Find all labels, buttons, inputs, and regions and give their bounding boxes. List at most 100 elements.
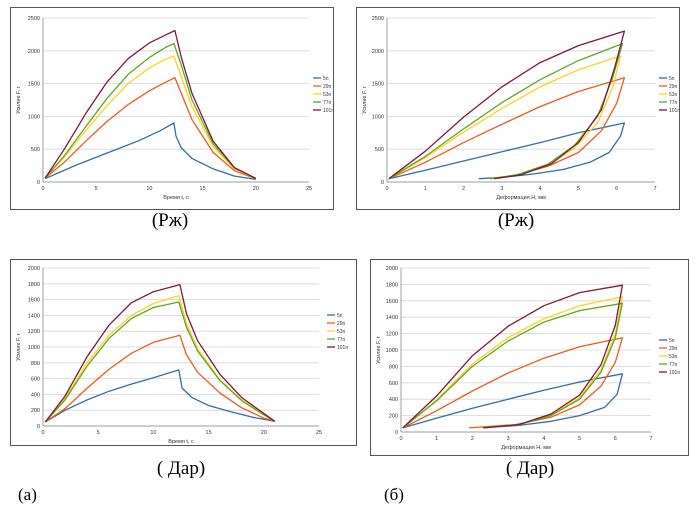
series-line-77n xyxy=(402,302,624,429)
x-tick-label: 20 xyxy=(261,430,267,436)
x-tick-label: 4 xyxy=(539,186,542,192)
y-tick-label: 2000 xyxy=(28,49,40,55)
x-axis-label: Деформация H, мм xyxy=(496,195,546,201)
series-line-53n xyxy=(388,55,622,180)
chart-panel-bottom-right: 0 200 400 600 800 1000 1200 1400 1600 1800 2000 0 1 2… xyxy=(370,259,689,456)
y-tick-label: 1800 xyxy=(386,282,398,288)
x-tick-label: 4 xyxy=(542,436,545,442)
x-tick-label: 7 xyxy=(649,436,652,442)
y-axis-label: Усилие F, г xyxy=(376,336,382,364)
legend-label-101n: 101n xyxy=(669,108,679,114)
y-tick-label: 1500 xyxy=(372,82,384,88)
y-tick-label: 500 xyxy=(375,147,384,153)
series-line-5n xyxy=(44,122,256,181)
y-tick-label: 600 xyxy=(389,381,398,387)
series-line-29n xyxy=(402,337,624,429)
x-tick-label: 5 xyxy=(95,186,98,192)
series-line-53n xyxy=(44,55,257,179)
series-line-5n xyxy=(388,122,626,180)
y-tick-label: 1200 xyxy=(386,332,398,338)
legend-label-5n: 5n xyxy=(669,338,675,344)
x-tick-label: 0 xyxy=(41,186,44,192)
y-tick-label: 0 xyxy=(37,180,40,186)
chart-panel-bottom-left: 0 200 400 600 800 1000 1200 1400 1600 1800 2000 0 5 1… xyxy=(10,259,357,446)
y-tick-label: 1500 xyxy=(28,82,40,88)
x-tick-label: 0 xyxy=(41,430,44,436)
legend-label-53n: 53n xyxy=(669,354,678,360)
y-tick-label: 1000 xyxy=(28,345,40,351)
y-tick-label: 200 xyxy=(31,408,40,414)
series-line-77n xyxy=(44,301,276,423)
y-tick-label: 2000 xyxy=(28,266,40,272)
x-axis-label: Деформация H, мм xyxy=(501,445,551,451)
series-line-29n xyxy=(388,77,626,180)
y-tick-label: 400 xyxy=(31,392,40,398)
chart-svg-top-right: 0 500 1000 1500 2000 2500 0 1 2 3 4 5 6 7 Деформация H… xyxy=(362,16,679,201)
series-line-53n xyxy=(402,296,624,429)
y-tick-label: 2000 xyxy=(372,49,384,55)
x-tick-label: 6 xyxy=(614,436,617,442)
legend-label-77n: 77n xyxy=(669,362,678,368)
series-line-29n xyxy=(44,77,257,180)
x-tick-label: 20 xyxy=(253,186,259,192)
x-tick-label: 25 xyxy=(316,430,322,436)
legend-label-29n: 29n xyxy=(323,84,332,90)
x-tick-label: 5 xyxy=(577,186,580,192)
x-tick-label: 10 xyxy=(150,430,156,436)
x-tick-label: 0 xyxy=(399,436,402,442)
caption-bottom-left: ( Дар) xyxy=(156,458,206,479)
x-tick-label: 3 xyxy=(507,436,510,442)
x-tick-label: 15 xyxy=(206,430,212,436)
y-axis-label: Усилие F, г xyxy=(16,333,22,361)
x-tick-label: 2 xyxy=(471,436,474,442)
y-axis-label: Усилие F, г xyxy=(16,86,22,114)
panel-label-a: (а) xyxy=(18,485,37,504)
y-tick-label: 600 xyxy=(31,377,40,383)
legend-label-77n: 77n xyxy=(337,337,346,343)
y-tick-label: 200 xyxy=(389,414,398,420)
caption-bottom-right: ( Дар) xyxy=(505,458,555,479)
x-tick-label: 3 xyxy=(500,186,503,192)
y-tick-label: 1600 xyxy=(386,299,398,305)
y-tick-label: 1000 xyxy=(28,114,40,120)
series-line-5n xyxy=(44,369,275,423)
legend-label-5n: 5n xyxy=(323,76,329,82)
x-tick-label: 1 xyxy=(424,186,427,192)
y-tick-label: 1400 xyxy=(386,315,398,321)
x-tick-label: 7 xyxy=(653,186,656,192)
legend-label-29n: 29n xyxy=(337,321,346,327)
chart-panel-top-left: 0 500 1000 1500 2000 2500 0 5 10 15 20 25 Время t, с… xyxy=(10,7,334,210)
x-tick-label: 15 xyxy=(200,186,206,192)
x-axis-label: Время t, с xyxy=(163,195,189,201)
legend-label-5n: 5n xyxy=(669,76,675,82)
series-line-101n xyxy=(402,284,624,429)
x-axis-label: Время t, с xyxy=(168,439,194,445)
y-tick-label: 400 xyxy=(389,397,398,403)
x-tick-label: 5 xyxy=(578,436,581,442)
y-tick-label: 800 xyxy=(389,364,398,370)
y-tick-label: 0 xyxy=(37,424,40,430)
legend-label-53n: 53n xyxy=(669,92,678,98)
series-line-5n xyxy=(402,373,624,429)
series-line-101n xyxy=(44,283,276,423)
y-tick-label: 1800 xyxy=(28,282,40,288)
chart-svg-top-left: 0 500 1000 1500 2000 2500 0 5 10 15 20 25 Время t, с… xyxy=(16,16,333,201)
y-tick-label: 800 xyxy=(31,361,40,367)
y-axis-label: Усилие F, г xyxy=(362,86,368,114)
caption-top-right: (Рж) xyxy=(497,210,535,231)
x-tick-label: 25 xyxy=(306,186,312,192)
legend-label-77n: 77n xyxy=(669,100,678,106)
legend-label-29n: 29n xyxy=(669,346,678,352)
x-tick-label: 0 xyxy=(385,186,388,192)
y-tick-label: 1200 xyxy=(28,329,40,335)
y-tick-label: 2000 xyxy=(386,266,398,272)
legend-label-101n: 101n xyxy=(323,108,333,114)
y-tick-label: 1400 xyxy=(28,313,40,319)
legend-label-29n: 29n xyxy=(669,84,678,90)
x-tick-label: 5 xyxy=(97,430,100,436)
y-tick-label: 1600 xyxy=(28,298,40,304)
y-tick-label: 1000 xyxy=(372,114,384,120)
y-tick-label: 500 xyxy=(31,147,40,153)
panel-label-b: (б) xyxy=(384,485,404,504)
series-line-101n xyxy=(388,30,626,180)
